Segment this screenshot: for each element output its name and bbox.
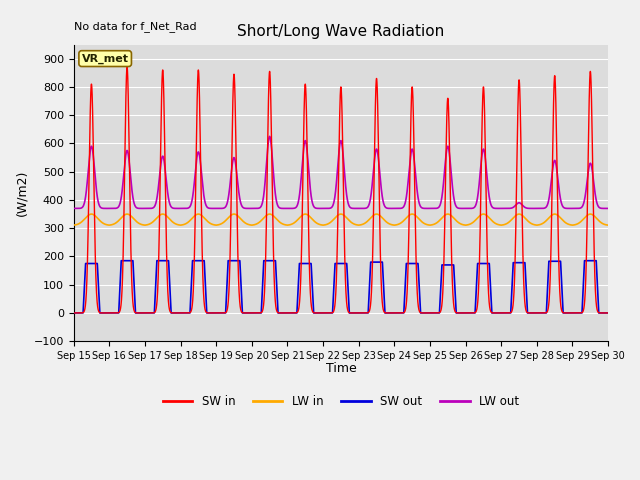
- Title: Short/Long Wave Radiation: Short/Long Wave Radiation: [237, 24, 445, 39]
- Y-axis label: (W/m2): (W/m2): [15, 170, 28, 216]
- Text: No data for f_Net_Rad: No data for f_Net_Rad: [74, 21, 196, 32]
- Legend: SW in, LW in, SW out, LW out: SW in, LW in, SW out, LW out: [158, 390, 524, 412]
- Text: VR_met: VR_met: [82, 53, 129, 64]
- X-axis label: Time: Time: [326, 362, 356, 375]
